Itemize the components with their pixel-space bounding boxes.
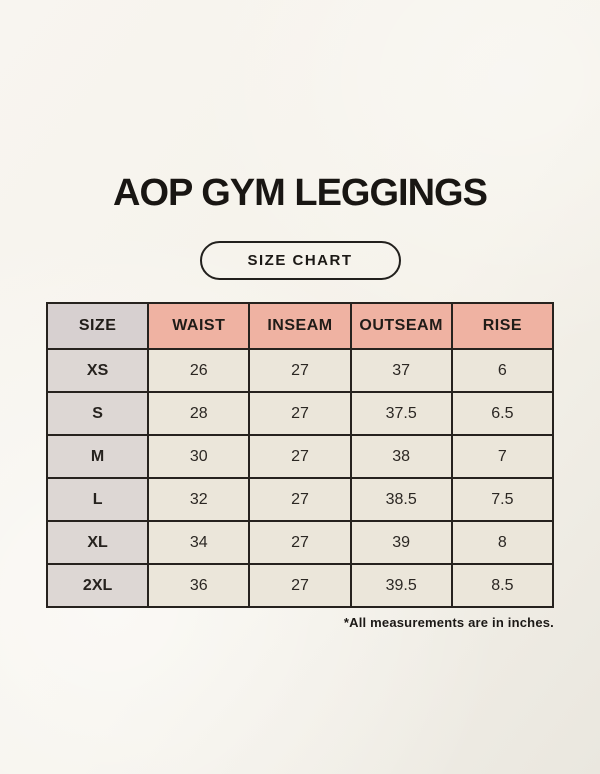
- column-header-outseam: OUTSEAM: [349, 302, 453, 350]
- cell-m-inseam: 27: [248, 434, 352, 479]
- cell-2xl-rise: 8.5: [450, 563, 555, 608]
- cell-xs-waist: 26: [147, 348, 251, 393]
- table-row-l: L 32 27 38.5 7.5: [45, 477, 555, 522]
- size-chart-badge-label: SIZE CHART: [247, 252, 353, 269]
- row-label-2xl: 2XL: [45, 563, 150, 608]
- cell-xl-inseam: 27: [248, 520, 352, 565]
- measurements-footnote: *All measurements are in inches.: [343, 615, 554, 630]
- row-label-m: M: [45, 434, 150, 479]
- cell-2xl-inseam: 27: [248, 563, 352, 608]
- table-row-m: M 30 27 38 7: [45, 434, 555, 479]
- size-chart-table: SIZE WAIST INSEAM OUTSEAM RISE XS 26 27 …: [45, 302, 555, 608]
- product-title: AOP GYM LEGGINGS: [113, 172, 488, 214]
- cell-xs-rise: 6: [450, 348, 555, 393]
- cell-l-inseam: 27: [248, 477, 352, 522]
- table-row-s: S 28 27 37.5 6.5: [45, 391, 555, 436]
- size-chart-badge: SIZE CHART: [199, 241, 401, 280]
- cell-2xl-outseam: 39.5: [349, 563, 453, 608]
- cell-xl-waist: 34: [147, 520, 251, 565]
- cell-l-outseam: 38.5: [349, 477, 453, 522]
- cell-s-rise: 6.5: [450, 391, 555, 436]
- cell-s-inseam: 27: [248, 391, 352, 436]
- row-label-xs: XS: [45, 348, 150, 393]
- column-header-inseam: INSEAM: [248, 302, 352, 350]
- row-label-xl: XL: [45, 520, 150, 565]
- table-row-xl: XL 34 27 39 8: [45, 520, 555, 565]
- cell-s-waist: 28: [147, 391, 251, 436]
- cell-m-outseam: 38: [349, 434, 453, 479]
- table-row-xs: XS 26 27 37 6: [45, 348, 555, 393]
- cell-s-outseam: 37.5: [349, 391, 453, 436]
- cell-m-waist: 30: [147, 434, 251, 479]
- table-row-2xl: 2XL 36 27 39.5 8.5: [45, 563, 555, 608]
- cell-2xl-waist: 36: [147, 563, 251, 608]
- column-header-waist: WAIST: [147, 302, 251, 350]
- cell-m-rise: 7: [450, 434, 555, 479]
- cell-xs-inseam: 27: [248, 348, 352, 393]
- cell-xl-outseam: 39: [349, 520, 453, 565]
- cell-xl-rise: 8: [450, 520, 555, 565]
- cell-l-waist: 32: [147, 477, 251, 522]
- column-header-rise: RISE: [450, 302, 555, 350]
- column-header-size: SIZE: [45, 302, 150, 350]
- cell-xs-outseam: 37: [349, 348, 453, 393]
- row-label-l: L: [45, 477, 150, 522]
- table-header-row: SIZE WAIST INSEAM OUTSEAM RISE: [45, 302, 555, 350]
- cell-l-rise: 7.5: [450, 477, 555, 522]
- row-label-s: S: [45, 391, 150, 436]
